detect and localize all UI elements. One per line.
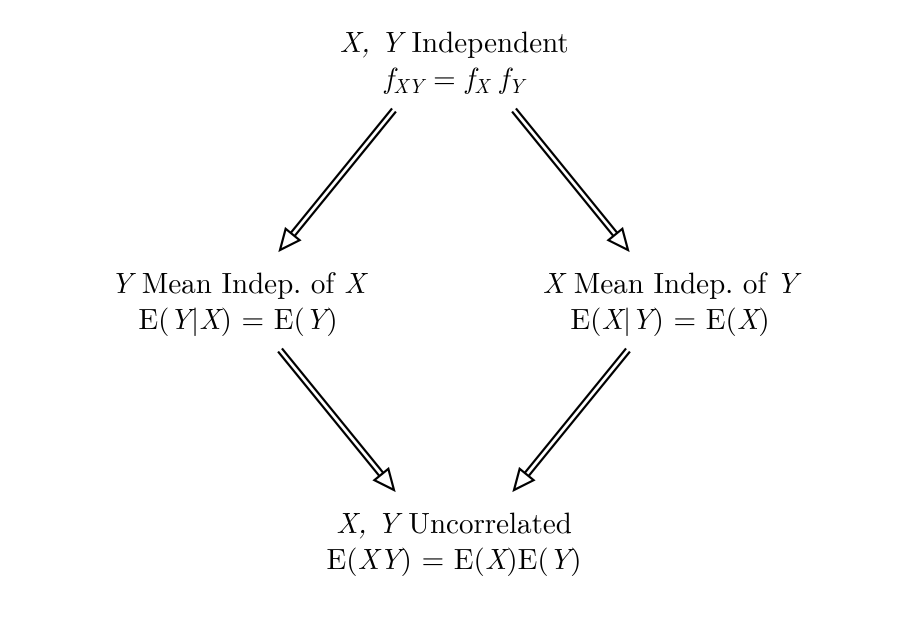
node-y-mean-indep-line1: Y Mean Indep. of X — [111, 264, 366, 300]
node-independent: X, Y Independent fXY = fX fY — [340, 23, 569, 98]
node-x-mean-indep-line2: E(X|Y) = E(X) — [543, 300, 798, 336]
diagram-canvas: X, Y Independent fXY = fX fY Y Mean Inde… — [0, 0, 908, 617]
node-uncorrelated: X, Y Uncorrelated E(XY) = E(X)E(Y) — [327, 504, 582, 577]
node-independent-vars: X, Y — [340, 20, 402, 61]
node-x-mean-indep-line1: X Mean Indep. of Y — [543, 264, 798, 300]
node-independent-line1: X, Y Independent — [340, 23, 569, 59]
node-independent-text: Independent — [402, 20, 569, 61]
node-independent-line2: fXY = fX fY — [340, 59, 569, 97]
node-uncorrelated-line2: E(XY) = E(X)E(Y) — [327, 540, 582, 576]
node-uncorrelated-line1: X, Y Uncorrelated — [327, 504, 582, 540]
node-y-mean-indep-line2: E(Y|X) = E(Y) — [111, 300, 366, 336]
node-y-mean-indep: Y Mean Indep. of X E(Y|X) = E(Y) — [111, 264, 366, 337]
node-x-mean-indep: X Mean Indep. of Y E(X|Y) = E(X) — [543, 264, 798, 337]
